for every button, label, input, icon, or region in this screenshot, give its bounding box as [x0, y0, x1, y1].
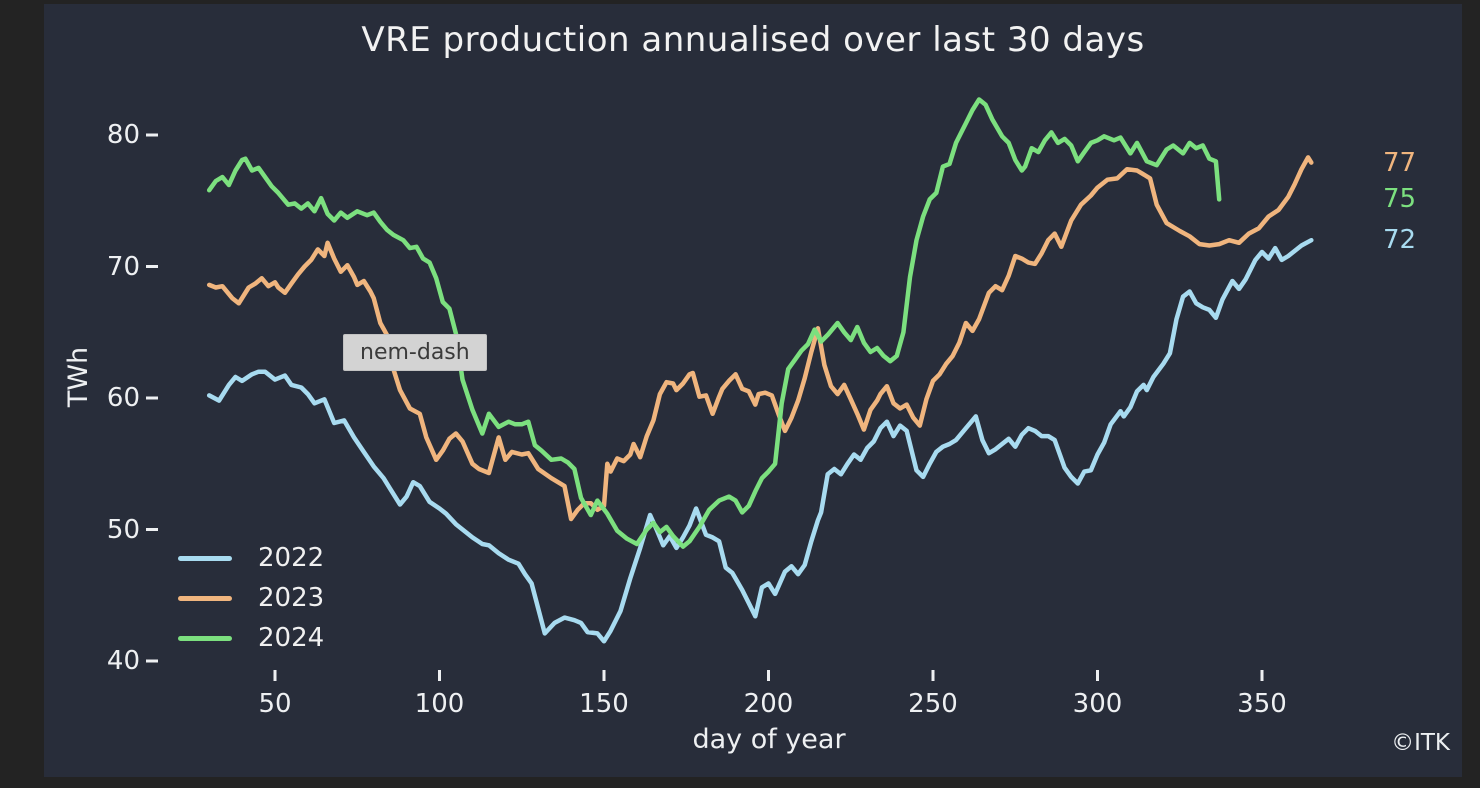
x-tick-label: 250: [908, 689, 958, 719]
legend-swatch-icon: [178, 596, 232, 601]
y-tick-label: 50: [106, 514, 140, 545]
legend-label: 2024: [258, 623, 325, 653]
y-tick-label: 60: [106, 383, 140, 413]
copyright-label: ©ITK: [1391, 730, 1450, 756]
legend-swatch-icon: [178, 556, 232, 561]
series-line-2024: [206, 97, 1222, 549]
y-tick-label: 80: [106, 120, 140, 150]
end-value-label-2024: 75: [1383, 184, 1417, 215]
x-axis-label: day of year: [692, 724, 846, 755]
end-value-label-2022: 72: [1383, 225, 1417, 256]
hover-tooltip: nem-dash: [343, 334, 487, 371]
x-tick-label: 150: [579, 689, 629, 719]
x-tick-label: 300: [1072, 689, 1123, 719]
x-tick-label: 50: [258, 689, 292, 719]
x-tick-label: 100: [414, 689, 465, 719]
legend-item-2023: 2023: [178, 578, 418, 618]
series-line-2022: [206, 237, 1314, 644]
legend-item-2022: 2022: [178, 538, 418, 578]
legend: 2022 2023 2024: [178, 538, 418, 658]
legend-swatch-icon: [178, 636, 232, 641]
chart-title: VRE production annualised over last 30 d…: [361, 20, 1145, 60]
legend-label: 2023: [258, 583, 325, 613]
y-tick-label: 70: [106, 251, 140, 282]
legend-item-2024: 2024: [178, 618, 418, 658]
x-tick-label: 200: [743, 689, 794, 719]
figure-background: [44, 4, 1462, 777]
legend-label: 2022: [258, 543, 325, 573]
end-value-label-2023: 77: [1383, 147, 1417, 178]
y-tick-label: 40: [106, 646, 140, 676]
x-tick-label: 350: [1237, 689, 1287, 719]
series-line-2023: [206, 155, 1314, 522]
